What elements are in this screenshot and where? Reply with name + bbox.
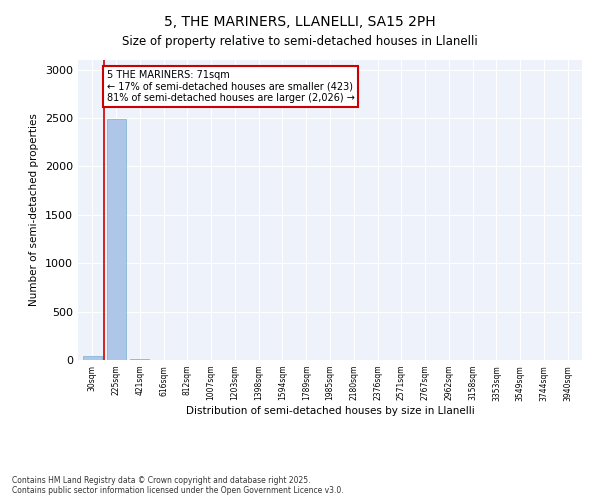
- Text: 5, THE MARINERS, LLANELLI, SA15 2PH: 5, THE MARINERS, LLANELLI, SA15 2PH: [164, 15, 436, 29]
- Text: Size of property relative to semi-detached houses in Llanelli: Size of property relative to semi-detach…: [122, 35, 478, 48]
- X-axis label: Distribution of semi-detached houses by size in Llanelli: Distribution of semi-detached houses by …: [185, 406, 475, 416]
- Bar: [107, 119, 125, 360]
- Y-axis label: Number of semi-detached properties: Number of semi-detached properties: [29, 114, 40, 306]
- Text: Contains HM Land Registry data © Crown copyright and database right 2025.
Contai: Contains HM Land Registry data © Crown c…: [12, 476, 344, 495]
- Bar: [83, 356, 102, 360]
- Text: 5 THE MARINERS: 71sqm
← 17% of semi-detached houses are smaller (423)
81% of sem: 5 THE MARINERS: 71sqm ← 17% of semi-deta…: [107, 70, 355, 103]
- Bar: [130, 359, 149, 360]
